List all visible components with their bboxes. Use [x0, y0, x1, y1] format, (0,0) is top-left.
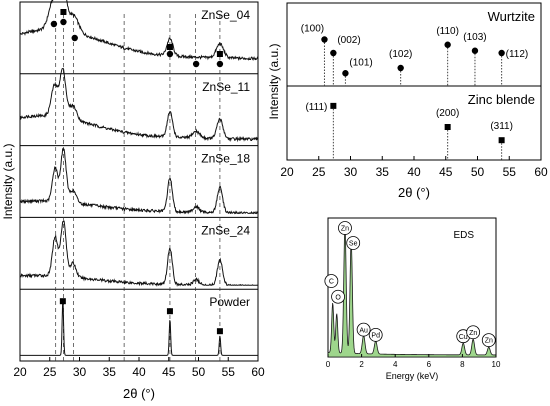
stick-marker-circle [397, 64, 404, 72]
x-tick-label: 40 [132, 365, 146, 379]
element-marker-circle [346, 236, 361, 250]
peak-index-label: (002) [337, 35, 360, 46]
y-axis-title: Intensity (a.u.) [1, 143, 15, 219]
x-tick-label: 6 [427, 360, 432, 369]
peak-index-label: (102) [389, 49, 412, 60]
peak-index-label: (200) [436, 108, 459, 119]
x-tick-label: 10 [492, 360, 501, 369]
peak-index-label: (101) [349, 57, 372, 68]
x-tick-label: 0 [326, 360, 331, 369]
stick-marker-circle [444, 41, 451, 48]
element-marker-circle [481, 333, 496, 348]
element-label-c: C [329, 279, 334, 286]
marker-circle [50, 20, 58, 28]
x-axis-title: Energy (keV) [386, 371, 439, 381]
x-tick-label: 2 [359, 360, 364, 369]
right-plot-frame [286, 2, 542, 161]
element-marker-circle [331, 289, 345, 304]
marker-square [59, 298, 66, 305]
marker-square [216, 51, 223, 57]
x-tick-label: 55 [503, 165, 517, 179]
x-tick-label: 55 [222, 365, 236, 379]
x-tick-label: 4 [393, 360, 398, 369]
stick-marker-circle [330, 49, 337, 57]
peak-index-label: (311) [490, 121, 513, 132]
marker-square [166, 44, 173, 50]
panel-label-powder: Powder [209, 295, 250, 309]
x-tick-label: 30 [344, 165, 358, 179]
eds-title: EDS [453, 230, 474, 241]
xrd-trace-znse_04 [19, 0, 259, 61]
x-tick-label: 25 [312, 165, 326, 179]
marker-circle [166, 50, 174, 58]
x-axis-title: 2θ (°) [398, 185, 430, 200]
element-marker-circle [368, 327, 383, 342]
element-label-cu: Cu [459, 334, 468, 341]
x-tick-label: 8 [460, 360, 465, 369]
element-marker-circle [466, 325, 481, 340]
stick-marker-circle [471, 47, 479, 54]
x-tick-label: 50 [471, 165, 485, 179]
x-tick-label: 30 [73, 365, 87, 379]
element-label-zn: Zn [341, 226, 349, 233]
element-label-zn: Zn [485, 338, 493, 345]
xrd-trace-znse_24 [19, 220, 258, 287]
element-marker-circle [356, 322, 371, 337]
x-tick-label: 60 [534, 165, 548, 179]
x-tick-label: 45 [439, 165, 453, 179]
x-tick-label: 50 [192, 365, 206, 379]
peak-index-label: (100) [301, 24, 324, 35]
marker-circle [71, 34, 78, 42]
panel-label-znse_11: ZnSe_11 [202, 80, 250, 94]
peak-index-label: (103) [463, 32, 486, 43]
stick-marker-square [330, 102, 337, 109]
marker-circle [60, 18, 67, 26]
peak-index-label: (112) [506, 49, 529, 60]
marker-square [216, 328, 223, 335]
panel-label-wurtzite: Wurtzite [488, 9, 535, 24]
panel-label-znse_18: ZnSe_18 [201, 152, 250, 166]
x-tick-label: 60 [251, 365, 265, 379]
element-marker-circle [324, 274, 339, 288]
element-label-o: O [335, 294, 341, 301]
x-axis-title: 2θ (°) [123, 386, 155, 401]
xrd-trace-znse_11 [19, 67, 259, 143]
marker-square [166, 308, 173, 315]
element-label-pd: Pd [371, 333, 380, 340]
element-label-zn: Zn [469, 330, 477, 337]
element-label-au: Au [359, 327, 368, 334]
panel-label-znse_24: ZnSe_24 [201, 223, 250, 237]
x-tick-label: 40 [407, 165, 421, 179]
y-axis-title: Intensity (a.u.) [267, 43, 281, 119]
stick-marker-circle [321, 36, 328, 43]
stick-marker-circle [498, 49, 505, 57]
panel-label-zinc-blende: Zinc blende [468, 92, 535, 107]
xrd-trace-znse_18 [19, 147, 259, 215]
marker-square [60, 9, 67, 15]
element-label-se: Se [349, 241, 358, 248]
eds-spectrum [327, 225, 497, 358]
stick-marker-square [444, 124, 451, 130]
x-tick-label: 35 [103, 365, 117, 379]
panel-label-znse_04: ZnSe_04 [201, 8, 250, 22]
xrd-trace-powder [20, 301, 258, 356]
stick-marker-circle [342, 70, 349, 77]
marker-circle [192, 60, 200, 68]
x-tick-label: 35 [376, 165, 390, 179]
x-tick-label: 20 [280, 165, 294, 179]
peak-index-label: (111) [305, 102, 327, 113]
x-tick-label: 20 [13, 365, 27, 379]
x-tick-label: 45 [162, 365, 176, 379]
element-marker-circle [338, 221, 352, 235]
peak-index-label: (110) [436, 26, 459, 37]
stick-marker-square [498, 137, 505, 144]
marker-circle [216, 60, 224, 68]
x-tick-label: 25 [43, 365, 57, 379]
